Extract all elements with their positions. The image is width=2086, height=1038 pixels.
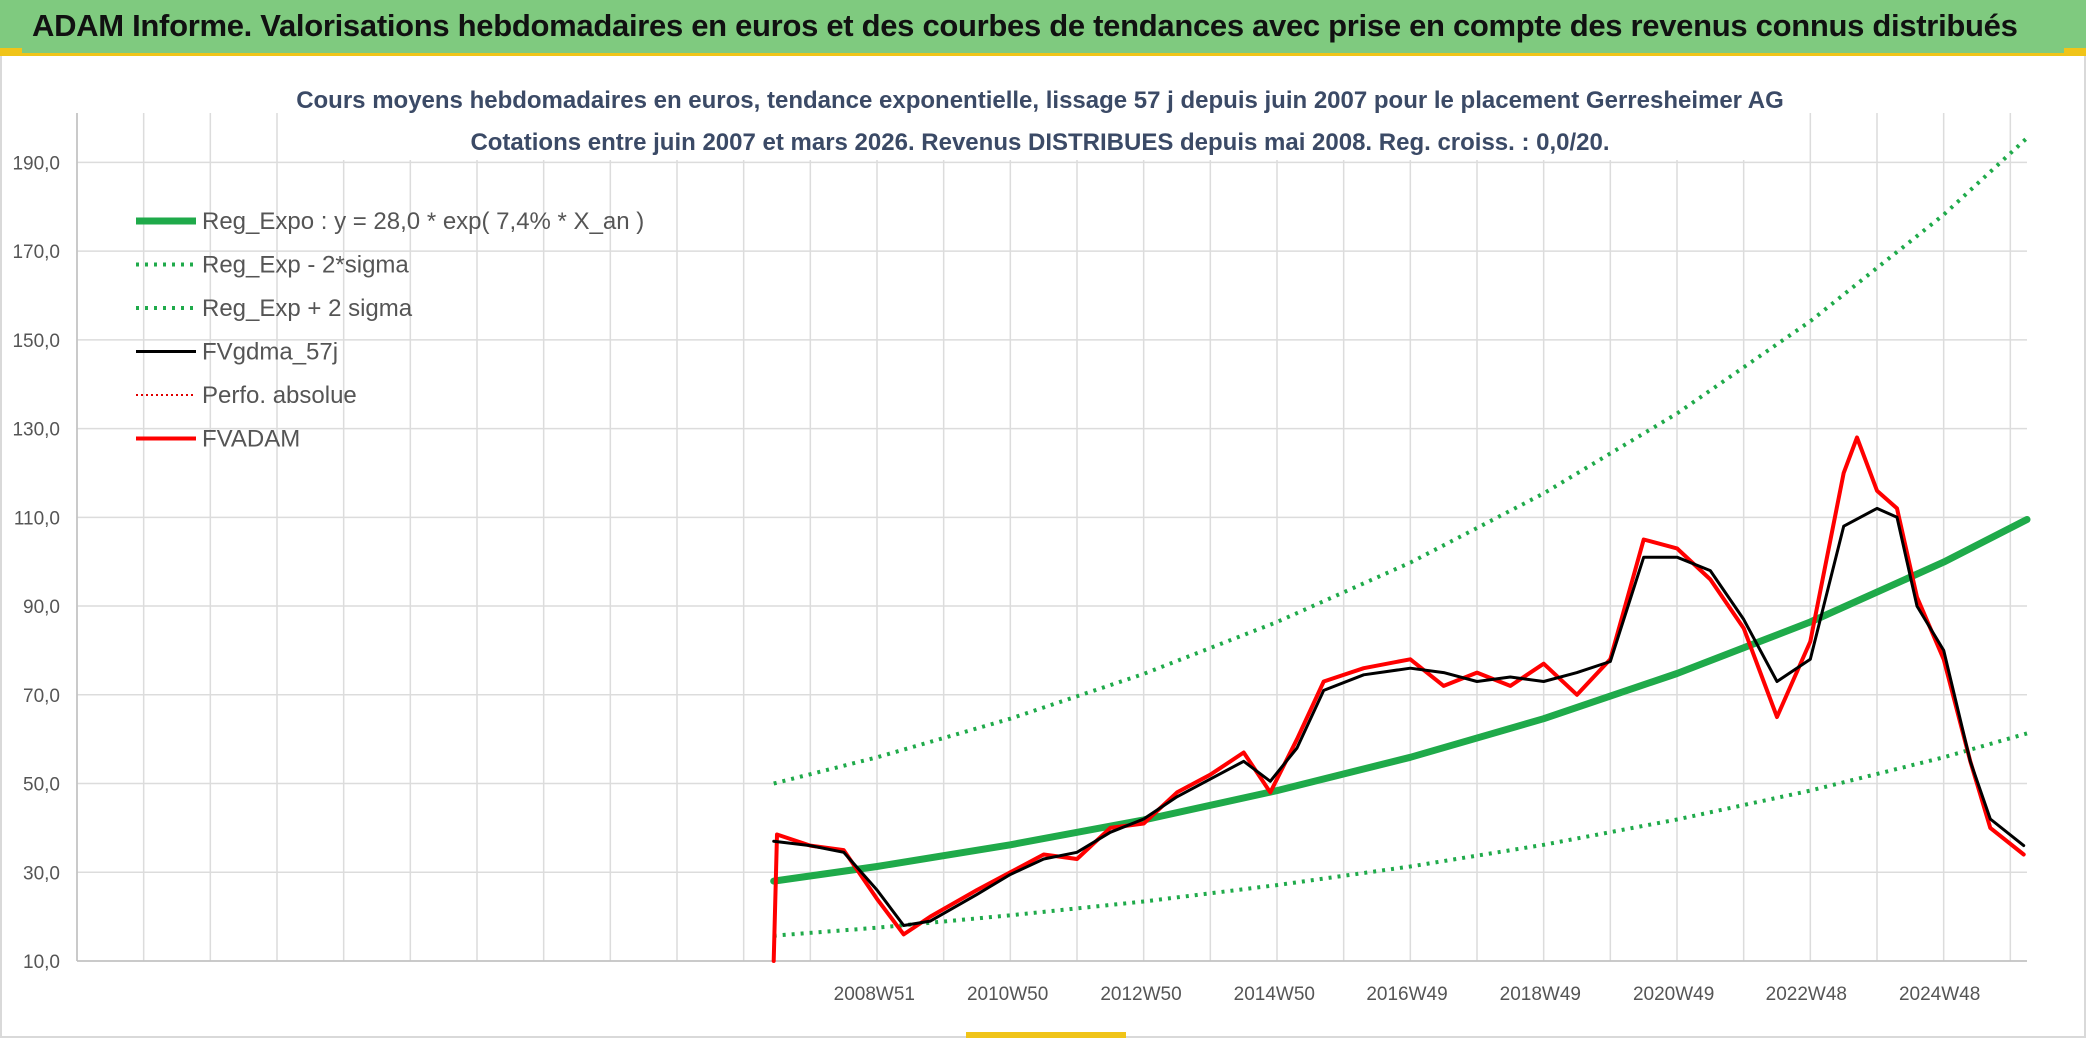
y-tick-label: 50,0 xyxy=(23,775,60,796)
valuation-chart: 10,0 30,0 50,0 70,0 90,0 110,0 130,0 150,0 170,0… xyxy=(12,72,2031,1005)
y-tick-label: 110,0 xyxy=(14,508,60,529)
y-tick-label: 130,0 xyxy=(12,420,60,441)
x-tick-label: 2018W49 xyxy=(1500,984,1581,1005)
chart-grid xyxy=(76,113,2027,962)
y-tick-label: 30,0 xyxy=(23,863,60,884)
y-tick-label: 150,0 xyxy=(12,331,60,352)
x-tick-label: 2014W50 xyxy=(1234,984,1315,1005)
report-header: ADAM Informe. Valorisations hebdomadaire… xyxy=(0,0,2086,56)
y-tick-label: 190,0 xyxy=(12,153,60,174)
series-line-fvgdma-57j xyxy=(772,506,2026,927)
series-line-fvadam xyxy=(771,435,2026,963)
series-line-reg-exp-2-sigma xyxy=(773,731,2028,938)
chart-title-line2: Cotations entre juin 2007 et mars 2026. … xyxy=(470,129,1609,156)
legend-label: FVADAM xyxy=(202,426,300,453)
chart-legend: Reg_Expo : y = 28,0 * exp( 7,4% * X_an )… xyxy=(136,208,644,453)
x-tick-label: 2020W49 xyxy=(1633,984,1714,1005)
legend-label: Reg_Expo : y = 28,0 * exp( 7,4% * X_an ) xyxy=(202,208,644,235)
y-tick-label: 90,0 xyxy=(23,597,60,618)
y-tick-label: 70,0 xyxy=(23,686,60,707)
x-tick-label: 2008W51 xyxy=(834,984,915,1005)
y-axis-ticks: 10,0 30,0 50,0 70,0 90,0 110,0 130,0 150,0 170,0… xyxy=(12,153,60,973)
x-tick-label: 2022W48 xyxy=(1766,984,1847,1005)
y-tick-label: 170,0 xyxy=(12,242,60,263)
report-title: ADAM Informe. Valorisations hebdomadaire… xyxy=(32,8,2018,43)
x-tick-label: 2016W49 xyxy=(1366,984,1447,1005)
header-corner-right xyxy=(2064,48,2086,56)
legend-label: FVgdma_57j xyxy=(202,339,338,366)
x-axis-ticks: 2008W51 2010W50 2012W50 2014W50 2016W49 2018W… xyxy=(834,984,1981,1005)
legend-label: Reg_Exp + 2 sigma xyxy=(202,295,413,322)
header-corner-left xyxy=(0,48,22,56)
legend-label: Perfo. absolue xyxy=(202,382,357,409)
series-line-reg-expo-y-28-0-exp-7-4-x-an xyxy=(770,516,2031,885)
x-tick-label: 2024W48 xyxy=(1899,984,1980,1005)
x-tick-label: 2012W50 xyxy=(1100,984,1181,1005)
series-line-reg-exp-2-sigma xyxy=(773,136,2029,786)
subtitle-background xyxy=(305,72,1775,160)
y-tick-label: 10,0 xyxy=(23,952,60,973)
chart-title-line1: Cours moyens hebdomadaires en euros, ten… xyxy=(296,87,1784,114)
legend-label: Reg_Exp - 2*sigma xyxy=(202,252,409,279)
bottom-accent-strip xyxy=(966,1032,1126,1038)
x-tick-label: 2010W50 xyxy=(967,984,1048,1005)
chart-series xyxy=(770,136,2031,963)
